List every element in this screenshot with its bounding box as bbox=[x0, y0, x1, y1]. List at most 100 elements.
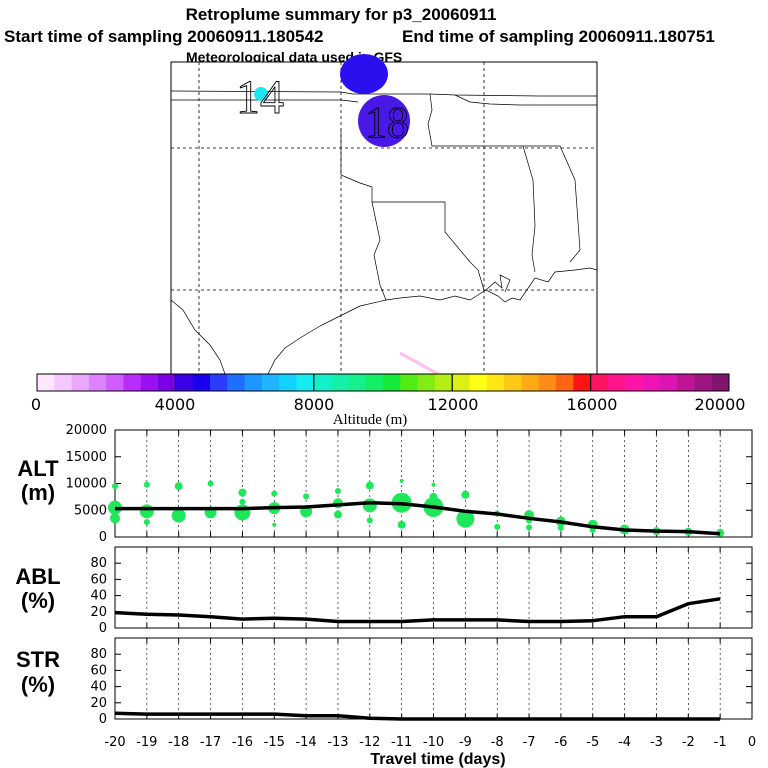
state-line-ok-ks bbox=[171, 99, 359, 103]
tx-coast bbox=[267, 299, 387, 375]
colorbar-swatch bbox=[123, 374, 142, 391]
state-line-ar-la bbox=[371, 187, 471, 263]
state-line-ms bbox=[522, 145, 536, 273]
x-tick-label: -10 bbox=[423, 735, 444, 750]
time-series-panels: 05000100001500020000020406080020406080-2… bbox=[66, 423, 757, 750]
map-marker-day-18 bbox=[358, 95, 410, 147]
str-tick-label-y: 20 bbox=[90, 696, 107, 711]
state-line-tx-la bbox=[371, 201, 387, 301]
abl-tick-label-y: 60 bbox=[90, 572, 107, 587]
str-tick-label-y: 60 bbox=[90, 663, 107, 678]
colorbar-swatch bbox=[521, 374, 540, 391]
abl-tick-label-y: 0 bbox=[99, 621, 107, 636]
alt-point bbox=[431, 482, 436, 487]
alt-tick-label-y: 0 bbox=[99, 530, 107, 545]
colorbar-swatch bbox=[71, 374, 90, 391]
alt-series-line bbox=[115, 501, 721, 536]
alt-tick-label-y: 15000 bbox=[66, 450, 107, 465]
str-panel-unit: (%) bbox=[21, 672, 55, 697]
colorbar-swatch bbox=[227, 374, 246, 391]
x-tick-label: -14 bbox=[295, 735, 316, 750]
alt-point bbox=[333, 510, 342, 519]
str-tick-label-y: 80 bbox=[90, 647, 107, 662]
colorbar-swatch bbox=[210, 374, 228, 391]
x-tick-label: -4 bbox=[618, 735, 631, 750]
la-delta bbox=[485, 274, 511, 293]
colorbar-swatch bbox=[538, 374, 557, 391]
colorbar-swatch bbox=[313, 374, 332, 391]
x-tick-label: -11 bbox=[391, 735, 412, 750]
colorbar-swatch bbox=[469, 374, 488, 391]
alt-point bbox=[174, 482, 183, 491]
alt-point bbox=[139, 504, 154, 519]
colorbar-swatch bbox=[279, 374, 297, 391]
alt-panel-label: ALT bbox=[17, 456, 59, 481]
colorbar-tick-20000: 20000 bbox=[695, 395, 746, 414]
alt-point bbox=[272, 522, 277, 527]
x-tick-label: -1 bbox=[714, 735, 727, 750]
colorbar-swatch bbox=[434, 374, 453, 391]
colorbar-swatch bbox=[694, 374, 713, 391]
colorbar-swatch bbox=[106, 374, 124, 391]
x-tick-label: -17 bbox=[200, 735, 221, 750]
alt-point bbox=[303, 493, 310, 500]
plume-streak bbox=[399, 351, 439, 376]
alt-point bbox=[397, 520, 406, 529]
alt-point bbox=[399, 478, 404, 483]
ms-river bbox=[469, 261, 485, 291]
colorbar-tick-4000: 4000 bbox=[155, 395, 196, 414]
alt-point bbox=[207, 480, 214, 487]
state-line-ar bbox=[427, 93, 545, 147]
x-tick-label: -19 bbox=[136, 735, 157, 750]
alt-point bbox=[112, 483, 118, 490]
colorbar-swatch bbox=[331, 374, 349, 391]
colorbar-swatch bbox=[158, 374, 176, 391]
colorbar-swatch bbox=[348, 374, 367, 391]
colorbar-swatch bbox=[400, 374, 419, 391]
colorbar-swatch bbox=[244, 374, 263, 391]
abl-tick-label-y: 80 bbox=[90, 556, 107, 571]
colorbar-swatch bbox=[140, 374, 159, 391]
colorbar-swatch bbox=[54, 374, 73, 391]
state-line-mid bbox=[454, 94, 597, 106]
alt-point bbox=[238, 488, 247, 497]
colorbar-swatch bbox=[383, 374, 401, 391]
x-tick-label: -9 bbox=[459, 735, 472, 750]
alt-tick-label-y: 20000 bbox=[66, 423, 107, 438]
map-marker-label-18: 18 bbox=[365, 98, 409, 147]
start-time-label: Start time of sampling 20060911.180542 bbox=[4, 27, 323, 46]
colorbar-swatch bbox=[365, 374, 384, 391]
colorbar-swatch bbox=[452, 374, 470, 391]
alt-point bbox=[143, 519, 150, 526]
colorbar-tick-8000: 8000 bbox=[294, 395, 335, 414]
alt-point bbox=[239, 498, 246, 505]
map-marker-top bbox=[340, 54, 388, 94]
str-tick-label-y: 40 bbox=[90, 680, 107, 695]
figure-title: Retroplume summary for p3_20060911 bbox=[186, 5, 497, 24]
colorbar-tick-0: 0 bbox=[31, 395, 41, 414]
colorbar-swatch bbox=[556, 374, 574, 391]
x-tick-label: 0 bbox=[748, 735, 756, 750]
la-coast bbox=[385, 267, 598, 303]
alt-point bbox=[557, 524, 564, 531]
colorbar-swatch bbox=[590, 374, 609, 391]
alt-point bbox=[171, 508, 186, 523]
colorbar-swatch bbox=[711, 374, 730, 391]
x-tick-label: -3 bbox=[650, 735, 663, 750]
x-tick-label: -16 bbox=[232, 735, 253, 750]
map-frame bbox=[170, 61, 598, 375]
alt-point bbox=[271, 490, 278, 497]
abl-panel-label: ABL bbox=[15, 564, 60, 589]
colorbar-swatch bbox=[417, 374, 436, 391]
colorbar-swatch bbox=[486, 374, 505, 391]
x-tick-label: -18 bbox=[168, 735, 189, 750]
altitude-colorbar bbox=[36, 373, 730, 392]
state-line-ok-tx bbox=[340, 130, 373, 188]
x-tick-label: -12 bbox=[359, 735, 380, 750]
map-panel: 14 18 bbox=[170, 54, 598, 376]
alt-panel-unit: (m) bbox=[21, 480, 55, 505]
map-grid bbox=[171, 62, 597, 374]
x-tick-label: -8 bbox=[491, 735, 504, 750]
colorbar-swatch bbox=[175, 374, 194, 391]
